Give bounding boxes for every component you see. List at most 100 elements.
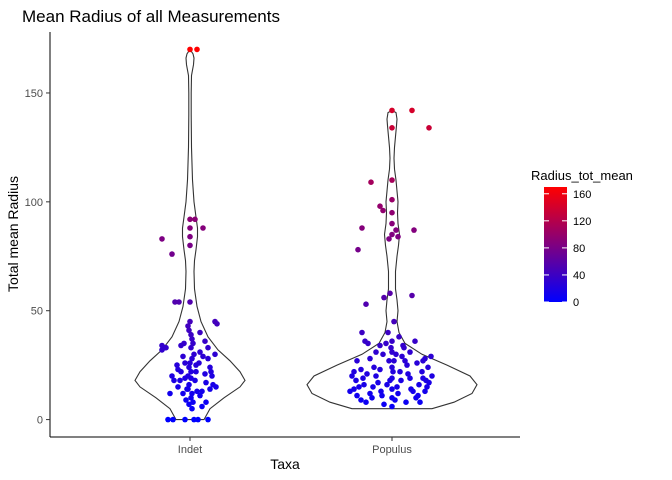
data-point-populus bbox=[398, 377, 404, 384]
x-tick-label: Indet bbox=[178, 444, 202, 456]
data-point-indet bbox=[187, 318, 193, 325]
data-point-indet bbox=[170, 416, 176, 423]
data-point-indet bbox=[207, 364, 213, 371]
data-point-indet bbox=[186, 381, 192, 388]
x-axis-ticks: Indet Populus bbox=[178, 437, 412, 456]
data-point-populus bbox=[371, 364, 377, 371]
data-point-indet bbox=[202, 371, 208, 377]
data-point-populus bbox=[386, 358, 392, 364]
data-point-populus bbox=[411, 227, 417, 233]
data-point-populus bbox=[349, 373, 355, 379]
data-point-indet bbox=[213, 384, 219, 390]
data-point-indet bbox=[186, 364, 192, 371]
y-tick-label: 0 bbox=[37, 415, 43, 427]
data-point-indet bbox=[185, 386, 191, 392]
data-point-indet bbox=[183, 397, 189, 403]
data-point-indet bbox=[180, 353, 186, 360]
data-point-populus bbox=[392, 397, 398, 403]
data-point-populus bbox=[347, 388, 353, 395]
x-tick-label: Populus bbox=[372, 444, 412, 456]
data-point-populus bbox=[384, 381, 390, 388]
data-point-populus bbox=[354, 358, 360, 364]
data-point-populus bbox=[375, 379, 381, 386]
data-point-indet bbox=[175, 384, 181, 390]
data-point-indet bbox=[182, 416, 188, 423]
data-point-indet bbox=[167, 390, 173, 397]
data-point-populus bbox=[394, 384, 400, 390]
data-point-indet bbox=[212, 351, 218, 358]
data-point-populus bbox=[354, 392, 360, 399]
legend-tick-label: 80 bbox=[573, 243, 585, 255]
data-point-populus bbox=[367, 390, 373, 397]
y-axis-ticks: 0 50 100 150 bbox=[25, 88, 50, 427]
data-point-indet bbox=[189, 355, 195, 362]
data-point-indet bbox=[199, 403, 205, 410]
data-point-indet bbox=[199, 388, 205, 395]
data-point-populus bbox=[358, 397, 364, 403]
data-point-indet bbox=[200, 225, 206, 231]
data-point-populus bbox=[391, 358, 397, 364]
data-point-indet bbox=[177, 377, 183, 384]
y-tick-label: 150 bbox=[25, 88, 43, 100]
data-point-populus bbox=[377, 342, 383, 349]
data-point-indet bbox=[188, 375, 194, 382]
data-point-populus bbox=[409, 292, 415, 299]
legend-title: Radius_tot_mean bbox=[531, 168, 633, 183]
data-point-populus bbox=[389, 231, 395, 238]
data-point-populus bbox=[363, 301, 369, 308]
data-point-populus bbox=[386, 236, 392, 242]
x-axis-title: Taxa bbox=[270, 456, 300, 472]
data-point-populus bbox=[417, 399, 423, 406]
data-point-populus bbox=[389, 220, 395, 227]
y-tick-label: 50 bbox=[31, 306, 43, 318]
data-point-indet bbox=[200, 353, 206, 360]
data-point-indet bbox=[185, 323, 191, 329]
data-point-populus bbox=[373, 373, 379, 379]
data-point-populus bbox=[402, 358, 408, 364]
data-point-populus bbox=[369, 395, 375, 401]
data-point-populus bbox=[377, 366, 383, 373]
data-point-populus bbox=[407, 375, 413, 382]
data-point-indet bbox=[187, 242, 193, 249]
legend-ticks: 0 40 80 120 160 bbox=[544, 189, 591, 309]
data-point-indet bbox=[171, 377, 177, 384]
data-point-indet bbox=[197, 392, 203, 399]
data-point-indet bbox=[189, 405, 195, 412]
data-point-indet bbox=[188, 344, 194, 351]
data-point-populus bbox=[397, 368, 403, 375]
data-point-indet bbox=[165, 416, 171, 423]
data-point-populus bbox=[396, 334, 402, 340]
data-point-indet bbox=[178, 342, 184, 349]
data-point-indet bbox=[197, 349, 203, 355]
data-point-populus bbox=[395, 390, 401, 397]
data-point-indet bbox=[187, 225, 193, 231]
data-point-indet bbox=[187, 233, 193, 240]
data-point-populus bbox=[389, 177, 395, 183]
data-point-indet bbox=[191, 351, 197, 358]
data-point-populus bbox=[377, 203, 383, 209]
data-point-populus bbox=[420, 358, 426, 364]
data-point-populus bbox=[414, 360, 420, 366]
data-point-indet bbox=[188, 368, 194, 375]
data-point-populus bbox=[387, 377, 393, 384]
data-point-populus bbox=[367, 355, 373, 362]
data-point-indet bbox=[169, 251, 175, 257]
legend-colorbar bbox=[544, 187, 567, 302]
data-point-indet bbox=[188, 395, 194, 401]
data-point-populus bbox=[404, 362, 410, 368]
data-point-populus bbox=[378, 388, 384, 395]
data-point-indet bbox=[187, 299, 193, 305]
data-point-indet bbox=[207, 386, 213, 392]
data-point-indet bbox=[178, 368, 184, 375]
data-point-populus bbox=[389, 403, 395, 410]
data-point-populus bbox=[389, 209, 395, 216]
data-point-populus bbox=[407, 349, 413, 355]
data-point-indet bbox=[191, 416, 197, 423]
data-point-populus bbox=[365, 340, 371, 347]
data-point-populus bbox=[385, 329, 391, 336]
data-point-populus bbox=[419, 368, 425, 375]
data-point-populus bbox=[389, 338, 395, 345]
data-point-indet bbox=[189, 390, 195, 397]
data-point-indet bbox=[214, 321, 220, 327]
